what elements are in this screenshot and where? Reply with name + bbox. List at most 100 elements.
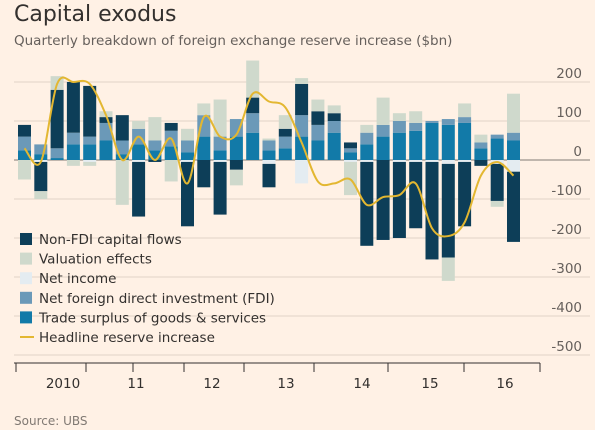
bar-segment-nonfdi	[213, 161, 227, 215]
x-tick-label: 2010	[46, 376, 80, 392]
bar-segment-fdi	[148, 140, 162, 151]
legend-swatch-valuation	[20, 252, 32, 265]
legend-label-trade: Trade surplus of goods & services	[38, 310, 266, 326]
bar-segment-nonfdi	[474, 160, 488, 166]
bar-segment-nonfdi	[311, 111, 325, 125]
bar-segment-trade	[474, 148, 488, 160]
y-tick-label: 200	[556, 66, 582, 82]
bar-segment-valuation	[360, 124, 374, 133]
legend-label-fdi: Net foreign direct investment (FDI)	[39, 291, 275, 307]
bar-segment-fdi	[490, 134, 504, 139]
bar-segment-trade	[327, 132, 341, 160]
bar-segment-nonfdi	[409, 161, 423, 229]
bar-segment-nonfdi	[99, 117, 113, 123]
bar-segment-valuation	[115, 160, 129, 205]
bar-segment-trade	[66, 144, 80, 160]
bar-segment-trade	[392, 132, 406, 160]
bar-segment-fdi	[376, 124, 390, 137]
bar-segment-netincome	[392, 160, 406, 162]
bar-segment-netincome	[507, 160, 520, 172]
bar-segment-valuation	[197, 103, 211, 116]
bar-segment-netincome	[409, 160, 423, 162]
bar-segment-valuation	[18, 160, 31, 180]
bar-segment-nonfdi	[295, 83, 309, 116]
y-tick-label: -500	[551, 339, 582, 355]
legend-label-netincome: Net income	[39, 271, 116, 287]
bar-segment-valuation	[181, 128, 194, 141]
bar-segment-fdi	[311, 124, 325, 141]
bar-segment-nonfdi	[164, 122, 178, 131]
bar-segment-trade	[115, 154, 129, 160]
bar-segment-nonfdi	[34, 161, 48, 192]
bar-segment-fdi	[507, 132, 520, 141]
bar-segment-trade	[148, 150, 162, 160]
bar-segment-valuation	[327, 105, 341, 114]
bar-segment-trade	[360, 144, 374, 160]
bar-segment-trade	[490, 138, 504, 160]
bar-segment-trade	[507, 140, 520, 160]
bar-segment-nonfdi	[490, 163, 504, 201]
bar-segment-valuation	[376, 97, 390, 125]
y-tick-label: -100	[551, 183, 582, 199]
bar-segment-netincome	[213, 160, 227, 162]
bar-segment-valuation	[311, 99, 325, 112]
legend-label-headline: Headline reserve increase	[39, 330, 215, 346]
x-tick-label: 12	[203, 376, 220, 392]
bar-segment-trade	[376, 136, 390, 160]
bar-segment-valuation	[148, 117, 162, 141]
bar-segment-nonfdi	[18, 124, 31, 137]
bar-segment-valuation	[441, 257, 455, 281]
bar-segment-trade	[278, 148, 292, 160]
bar-segment-nonfdi	[392, 161, 406, 238]
bar-segment-nonfdi	[458, 161, 472, 227]
bar-segment-trade	[441, 124, 455, 160]
bar-segment-trade	[458, 122, 472, 160]
bar-segment-netincome	[295, 160, 309, 184]
bar-segment-nonfdi	[441, 163, 455, 258]
bar-segment-fdi	[474, 142, 488, 149]
bar-segment-valuation	[278, 115, 292, 129]
bar-segment-valuation	[66, 160, 80, 166]
bar-segment-fdi	[295, 115, 309, 137]
bar-segment-fdi	[213, 136, 227, 151]
bar-segment-trade	[18, 150, 31, 160]
bar-segment-netincome	[344, 160, 357, 162]
bar-segment-fdi	[458, 117, 472, 123]
bar-segment-fdi	[278, 136, 292, 149]
bar-segment-fdi	[50, 148, 64, 159]
bar-segment-valuation	[490, 200, 504, 207]
bar-segment-netincome	[262, 160, 276, 164]
source-note: Source: UBS	[14, 414, 88, 428]
bar-segment-trade	[229, 136, 243, 160]
bar-segment-trade	[262, 150, 276, 160]
bar-segment-trade	[83, 144, 97, 160]
bar-segment-trade	[311, 140, 325, 160]
x-tick-label: 15	[421, 376, 438, 392]
bar-segment-nonfdi	[425, 161, 439, 260]
x-tick-label: 14	[353, 376, 370, 392]
bar-segment-trade	[246, 132, 260, 160]
bar-segment-fdi	[115, 140, 129, 155]
bar-segment-nonfdi	[278, 128, 292, 137]
bar-segment-fdi	[327, 121, 341, 133]
bar-segment-nonfdi	[344, 142, 357, 149]
bar-segment-trade	[164, 146, 178, 160]
bar-segment-trade	[344, 152, 357, 160]
bar-segment-fdi	[66, 132, 80, 145]
bar-segment-fdi	[246, 113, 260, 133]
bar-segment-valuation	[458, 103, 472, 118]
bar-segment-fdi	[392, 121, 406, 133]
y-tick-label: -400	[551, 300, 582, 316]
bar-segment-nonfdi	[262, 163, 276, 188]
y-tick-label: -200	[551, 222, 582, 238]
legend-swatch-trade	[20, 311, 32, 324]
bar-segment-fdi	[229, 119, 243, 137]
legend-swatch-fdi	[20, 291, 32, 304]
bar-segment-trade	[34, 154, 48, 160]
y-tick-label: 100	[556, 105, 582, 121]
bar-segment-trade	[295, 136, 309, 160]
bar-segment-nonfdi	[132, 161, 146, 217]
bar-segment-fdi	[409, 122, 423, 131]
bar-segment-nonfdi	[229, 160, 243, 170]
bar-segment-trade	[99, 140, 113, 160]
